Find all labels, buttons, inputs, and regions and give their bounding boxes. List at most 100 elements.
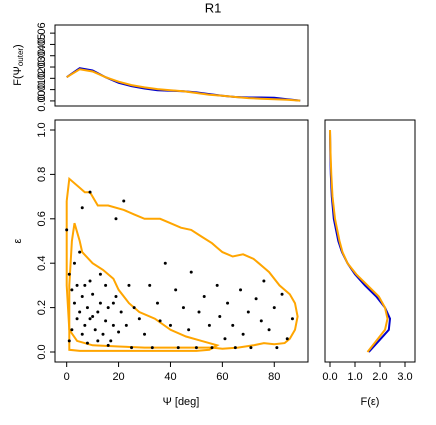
point xyxy=(163,261,167,265)
point xyxy=(78,310,82,314)
point xyxy=(104,319,108,323)
y-tick-label: 0.05 xyxy=(36,34,48,55)
point xyxy=(280,292,284,296)
point xyxy=(272,306,276,310)
point xyxy=(233,346,237,350)
point xyxy=(106,343,110,347)
point xyxy=(91,292,95,296)
point xyxy=(275,346,279,350)
point xyxy=(189,270,193,274)
point xyxy=(122,199,126,203)
top-y-label: F(Ψouter) xyxy=(12,44,25,85)
x-tick-label: 60 xyxy=(216,371,228,383)
y-tick-label: 0.06 xyxy=(36,22,48,43)
point xyxy=(241,332,245,336)
point xyxy=(101,332,105,336)
point xyxy=(132,306,136,310)
point xyxy=(231,323,235,327)
point xyxy=(254,297,258,301)
point xyxy=(109,339,113,343)
point xyxy=(80,206,84,210)
point xyxy=(158,319,162,323)
point xyxy=(104,283,108,287)
y-tick-label: 0.02 xyxy=(36,68,48,89)
point xyxy=(168,323,172,327)
point xyxy=(202,295,206,299)
point xyxy=(223,337,227,341)
point xyxy=(194,346,198,350)
y-tick-label: 0.6 xyxy=(36,211,48,226)
x-axis-label: Ψ [deg] xyxy=(163,396,200,408)
y-tick-label: 0.03 xyxy=(36,56,48,77)
point xyxy=(176,346,180,350)
point xyxy=(88,317,92,321)
point xyxy=(155,301,159,305)
y-tick-label: 0.00 xyxy=(36,90,48,111)
point xyxy=(259,319,263,323)
point xyxy=(111,301,115,305)
x-tick-label: 0 xyxy=(64,371,70,383)
point xyxy=(98,272,102,276)
point xyxy=(218,314,222,318)
point xyxy=(96,339,100,343)
x-tick-label: 40 xyxy=(164,371,176,383)
chart-title: R1 xyxy=(205,0,222,15)
point xyxy=(127,283,131,287)
point xyxy=(267,328,271,332)
point xyxy=(207,323,211,327)
x-tick-label: 1.0 xyxy=(347,371,362,383)
point xyxy=(75,283,79,287)
y-tick-label: 0.8 xyxy=(36,167,48,182)
point xyxy=(239,288,243,292)
right-x-label: F(ε) xyxy=(361,396,380,408)
point xyxy=(80,332,84,336)
point xyxy=(98,301,102,305)
point xyxy=(143,332,147,336)
point xyxy=(83,283,87,287)
point xyxy=(106,306,110,310)
point xyxy=(114,217,118,221)
panel-frame xyxy=(324,119,416,363)
point xyxy=(262,279,266,283)
y-tick-label: 0.4 xyxy=(36,256,48,271)
point xyxy=(67,339,71,343)
point xyxy=(137,317,141,321)
y-axis-label: ε xyxy=(12,238,24,243)
point xyxy=(78,250,82,254)
point xyxy=(91,314,95,318)
point xyxy=(65,228,69,232)
point xyxy=(187,328,191,332)
point xyxy=(249,346,253,350)
y-tick-label: 0.04 xyxy=(36,45,48,66)
point xyxy=(124,323,128,327)
point xyxy=(85,306,89,310)
point xyxy=(290,317,294,321)
point xyxy=(117,330,121,334)
point xyxy=(93,328,97,332)
contour xyxy=(65,176,299,350)
point xyxy=(72,261,76,265)
point xyxy=(88,279,92,283)
point xyxy=(226,301,230,305)
point xyxy=(67,272,71,276)
point xyxy=(285,337,289,341)
point xyxy=(70,328,74,332)
panel-frame xyxy=(54,119,309,363)
point xyxy=(119,310,123,314)
point xyxy=(70,288,74,292)
point xyxy=(215,283,219,287)
density-line xyxy=(66,68,301,102)
point xyxy=(111,323,115,327)
point xyxy=(80,295,84,299)
point xyxy=(197,310,201,314)
point xyxy=(114,295,118,299)
x-tick-label: 0.0 xyxy=(322,371,337,383)
point xyxy=(130,346,134,350)
y-tick-label: 0.01 xyxy=(36,79,48,100)
x-tick-label: 80 xyxy=(268,371,280,383)
point xyxy=(148,283,152,287)
x-tick-label: 3.0 xyxy=(397,371,412,383)
x-tick-label: 20 xyxy=(112,371,124,383)
y-tick-label: 0.2 xyxy=(36,300,48,315)
